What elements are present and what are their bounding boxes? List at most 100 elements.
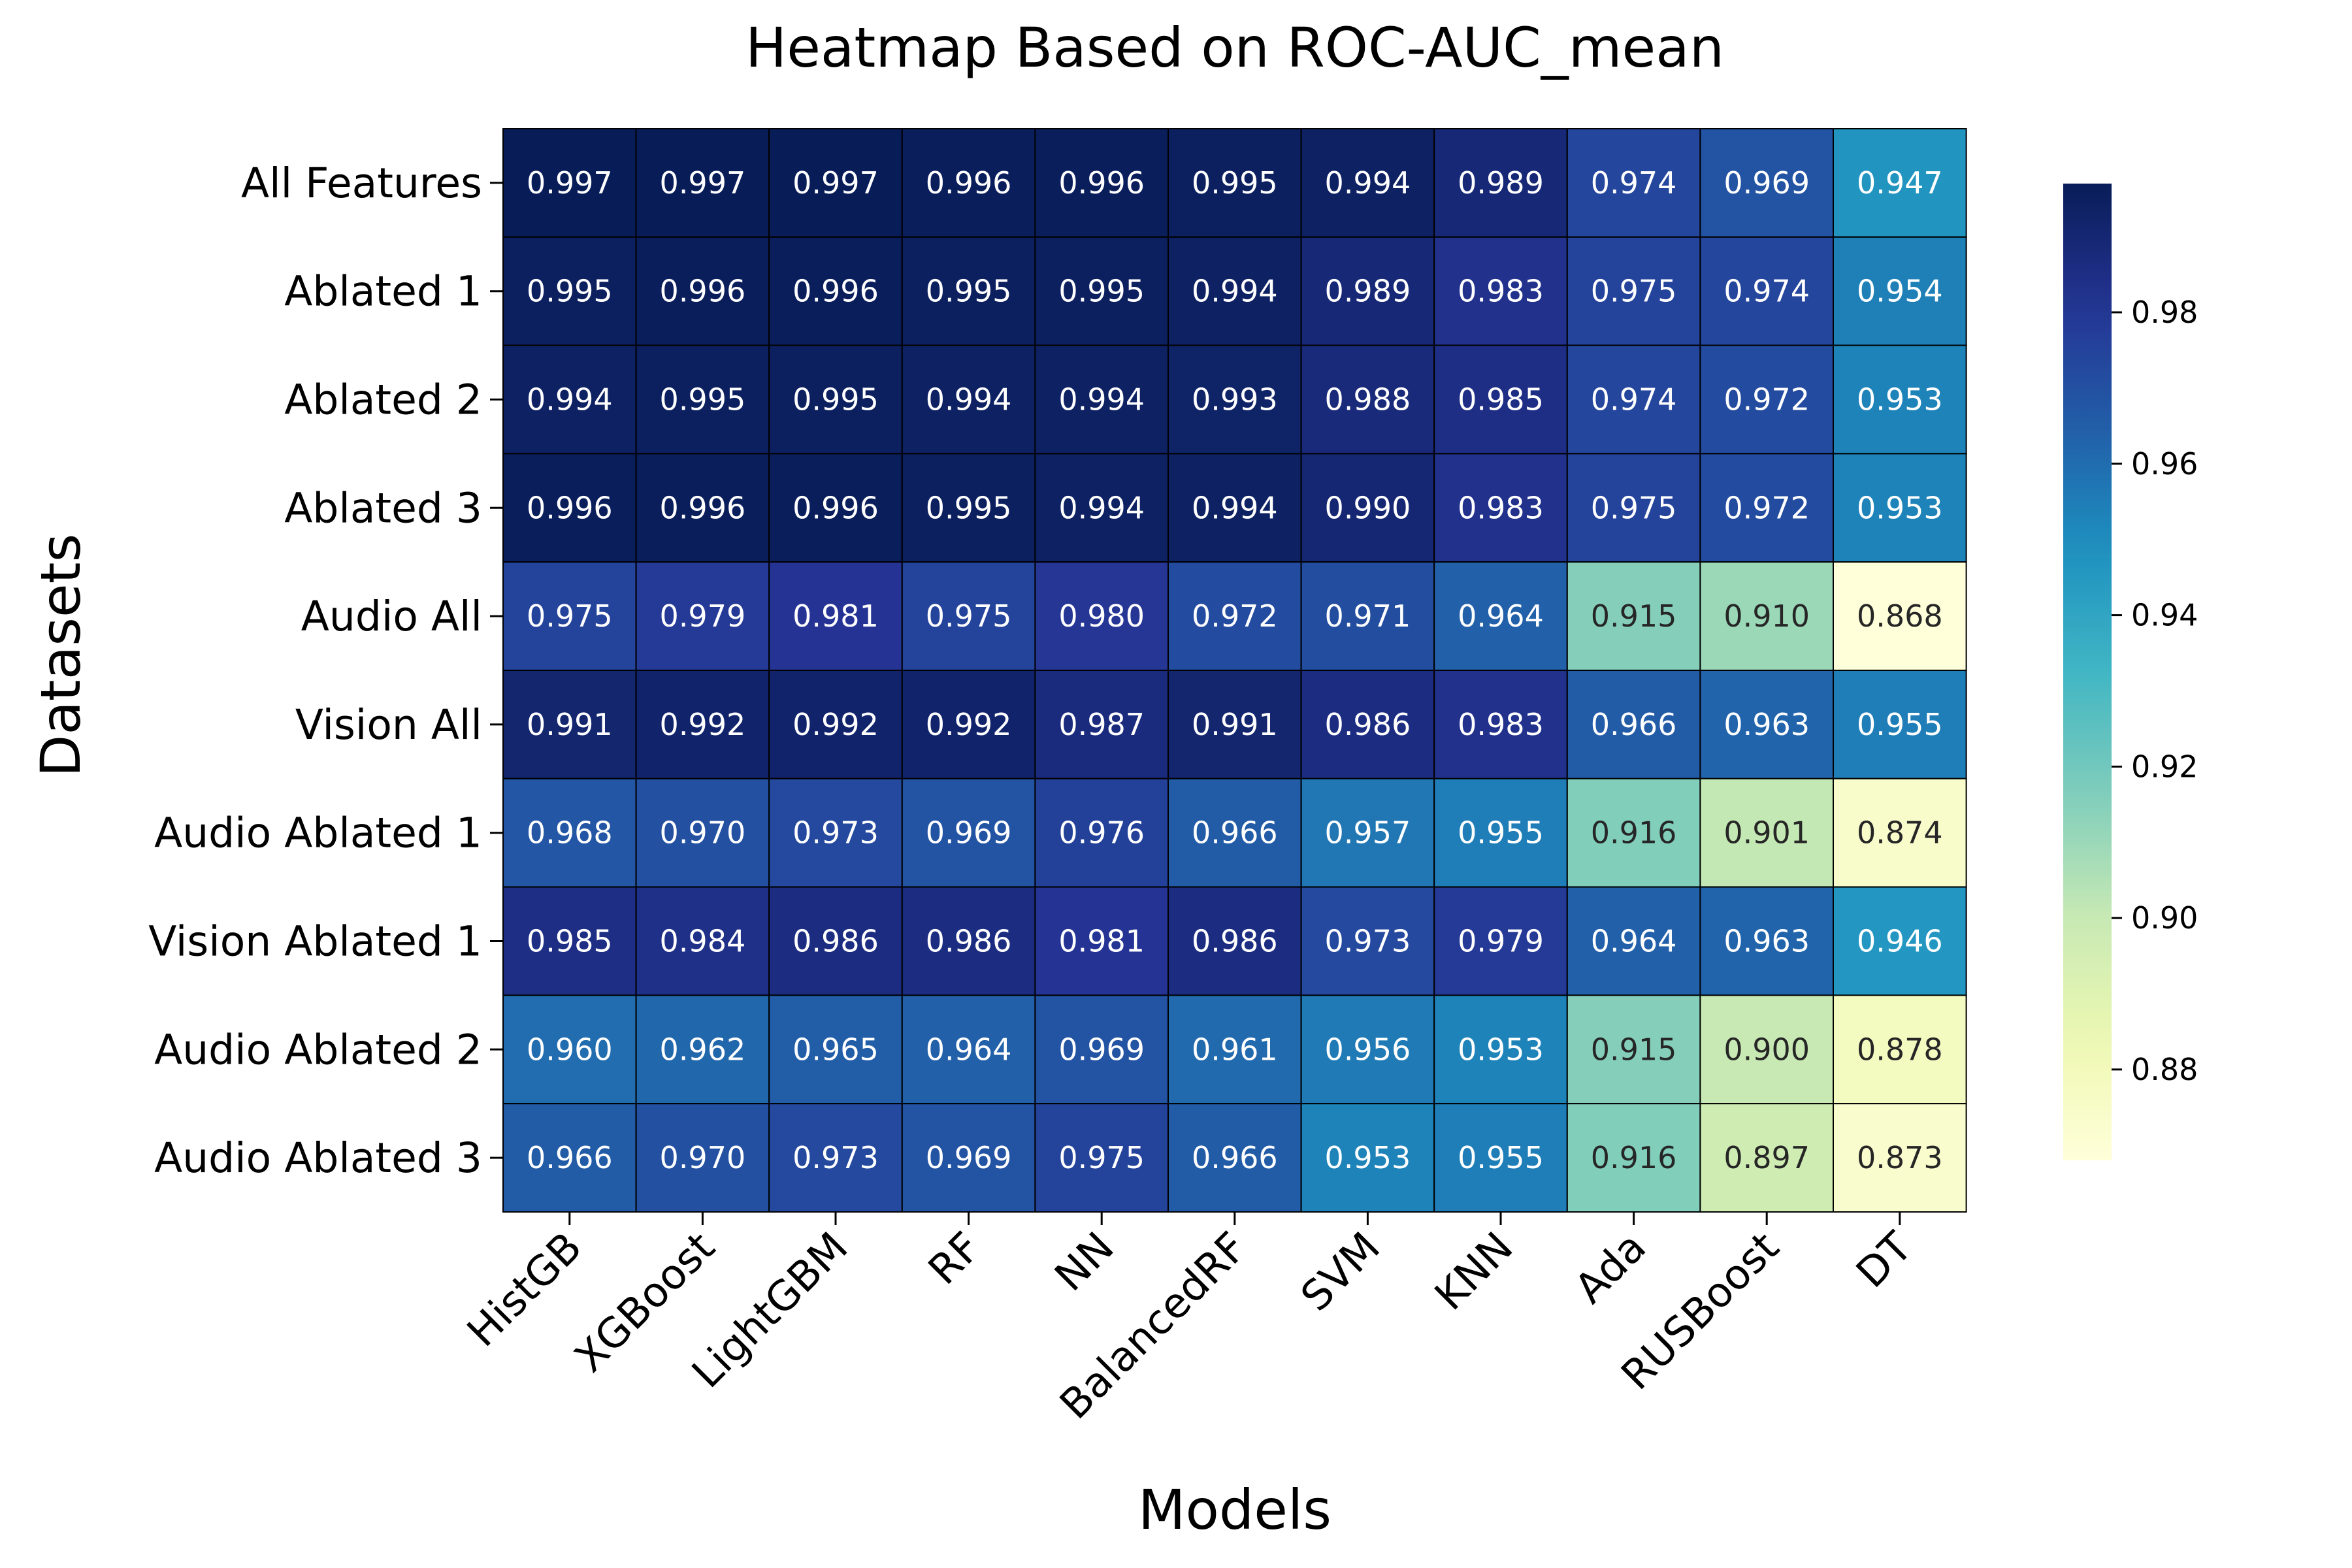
cell-value-label: 0.986 — [792, 924, 879, 959]
cell-value-label: 0.992 — [792, 707, 879, 742]
y-tick-label: Ablated 2 — [284, 376, 482, 424]
colorbar-tick-label: 0.90 — [2131, 900, 2198, 936]
cell-value-label: 0.916 — [1591, 815, 1677, 851]
cell-value-label: 0.987 — [1058, 707, 1145, 742]
cell-value-label: 0.969 — [926, 815, 1012, 851]
heatmap-cell — [768, 561, 903, 672]
heatmap-cell — [1034, 236, 1169, 346]
cell-value-label: 0.995 — [660, 382, 746, 417]
cell-value-label: 0.986 — [1325, 707, 1411, 742]
cell-value-label: 0.997 — [792, 165, 879, 201]
heatmap-cell — [1699, 561, 1834, 672]
heatmap-cell — [1833, 128, 1967, 238]
cell-value-label: 0.994 — [1192, 274, 1278, 309]
cell-value-label: 0.995 — [792, 382, 879, 417]
heatmap-cell — [1433, 994, 1568, 1105]
cell-value-label: 0.901 — [1723, 815, 1810, 851]
cell-value-label: 0.953 — [1458, 1032, 1544, 1067]
cell-value-label: 0.985 — [1458, 382, 1544, 417]
y-tick-label: Audio Ablated 1 — [154, 809, 482, 857]
heatmap-cell — [1566, 777, 1701, 888]
colorbar-gradient — [2063, 184, 2112, 1160]
y-tick-label: Ablated 3 — [284, 484, 482, 532]
cell-value-label: 0.996 — [792, 490, 879, 525]
heatmap-cell — [1833, 886, 1967, 996]
heatmap-cell — [1300, 777, 1435, 888]
cell-value-label: 0.972 — [1723, 382, 1810, 417]
colorbar-tick-label: 0.96 — [2131, 446, 2198, 482]
cell-value-label: 0.994 — [1325, 165, 1411, 201]
cell-value-label: 0.986 — [1192, 924, 1278, 959]
heatmap-cell — [768, 777, 903, 888]
heatmap-cell — [1566, 344, 1701, 455]
cell-value-label: 0.966 — [527, 1140, 613, 1175]
y-tick-label: Audio All — [301, 593, 482, 640]
heatmap-cell — [901, 1103, 1036, 1213]
colorbar-tick-label: 0.98 — [2131, 295, 2198, 330]
cell-value-label: 0.973 — [792, 815, 879, 851]
heatmap-cell — [901, 777, 1036, 888]
y-axis-label: Datasets — [29, 534, 93, 777]
cell-value-label: 0.971 — [1325, 598, 1411, 634]
y-tick-label: All Features — [241, 159, 482, 207]
cell-value-label: 0.970 — [660, 815, 746, 851]
x-tick-label: KNN — [1426, 1223, 1522, 1319]
y-axis: All Features Ablated 1 Ablated 2 Ablated 3 A… — [148, 159, 503, 1182]
heatmap-cell — [1300, 236, 1435, 346]
heatmap-cell — [1300, 561, 1435, 672]
cell-value-label: 0.963 — [1723, 707, 1810, 742]
cell-value-label: 0.972 — [1192, 598, 1278, 634]
heatmap-cell — [1566, 670, 1701, 779]
cell-value-label: 0.995 — [527, 274, 613, 309]
cell-value-label: 0.956 — [1325, 1032, 1411, 1067]
cell-value-label: 0.980 — [1058, 598, 1145, 634]
heatmap-cell — [768, 453, 903, 563]
heatmap-cell — [1168, 128, 1302, 238]
heatmap-cell — [1034, 128, 1169, 238]
cell-value-labels: 0.997 0.997 0.997 0.996 0.996 0.995 0.994 0.989… — [527, 165, 1943, 1175]
heatmap-cell — [502, 670, 637, 779]
heatmap-cell — [1833, 561, 1967, 672]
cell-value-label: 0.994 — [527, 382, 613, 417]
heatmap-cell — [1699, 886, 1834, 996]
cell-value-label: 0.874 — [1857, 815, 1943, 851]
cell-value-label: 0.970 — [660, 1140, 746, 1175]
heatmap-cell — [635, 670, 770, 779]
heatmap-cell — [1433, 236, 1568, 346]
heatmap-cell — [1566, 886, 1701, 996]
cell-value-label: 0.955 — [1458, 1140, 1544, 1175]
heatmap-cell — [1433, 128, 1568, 238]
heatmap-cell — [901, 886, 1036, 996]
cell-value-label: 0.990 — [1325, 490, 1411, 525]
colorbar-tick-label: 0.88 — [2131, 1052, 2198, 1087]
heatmap-cell — [1034, 344, 1169, 455]
heatmap-cell — [1034, 561, 1169, 672]
cell-value-label: 0.964 — [1591, 924, 1677, 959]
heatmap-cell — [1699, 453, 1834, 563]
heatmap-cell — [901, 994, 1036, 1105]
cell-value-label: 0.994 — [1192, 490, 1278, 525]
heatmap-cell — [502, 777, 637, 888]
cell-value-label: 0.993 — [1192, 382, 1278, 417]
cell-value-label: 0.991 — [1192, 707, 1278, 742]
heatmap-cell — [1566, 1103, 1701, 1213]
cell-value-label: 0.916 — [1591, 1140, 1677, 1175]
heatmap-cell — [768, 128, 903, 238]
cell-value-label: 0.975 — [1591, 490, 1677, 525]
heatmap-cell — [901, 236, 1036, 346]
heatmap-cell — [1699, 994, 1834, 1105]
heatmap-cell — [768, 236, 903, 346]
heatmap-cell — [1433, 886, 1568, 996]
heatmap-cell — [1566, 561, 1701, 672]
cell-value-label: 0.981 — [1058, 924, 1145, 959]
heatmap-cell — [1300, 344, 1435, 455]
cell-value-label: 0.960 — [527, 1032, 613, 1067]
heatmap-cell — [635, 561, 770, 672]
heatmap-cell — [1168, 777, 1302, 888]
y-tick-label: Audio Ablated 2 — [154, 1026, 482, 1073]
heatmap-cell — [502, 1103, 637, 1213]
cell-value-label: 0.955 — [1458, 815, 1544, 851]
cell-value-label: 0.974 — [1591, 165, 1677, 201]
cell-value-label: 0.975 — [527, 598, 613, 634]
